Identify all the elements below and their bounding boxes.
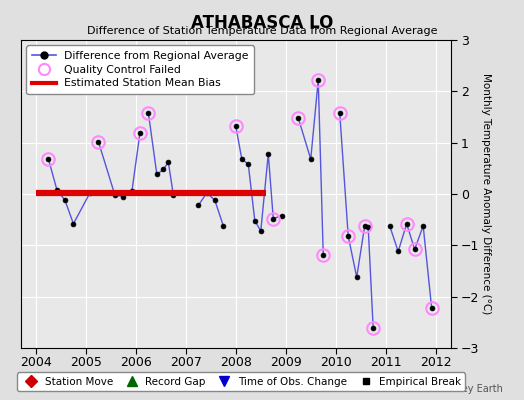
Text: ATHABASCA LO: ATHABASCA LO: [191, 14, 333, 32]
Y-axis label: Monthly Temperature Anomaly Difference (°C): Monthly Temperature Anomaly Difference (…: [481, 73, 490, 315]
Text: Berkeley Earth: Berkeley Earth: [431, 384, 503, 394]
Legend: Difference from Regional Average, Quality Control Failed, Estimated Station Mean: Difference from Regional Average, Qualit…: [26, 46, 254, 94]
Text: Difference of Station Temperature Data from Regional Average: Difference of Station Temperature Data f…: [87, 26, 437, 36]
Legend: Station Move, Record Gap, Time of Obs. Change, Empirical Break: Station Move, Record Gap, Time of Obs. C…: [17, 372, 465, 391]
